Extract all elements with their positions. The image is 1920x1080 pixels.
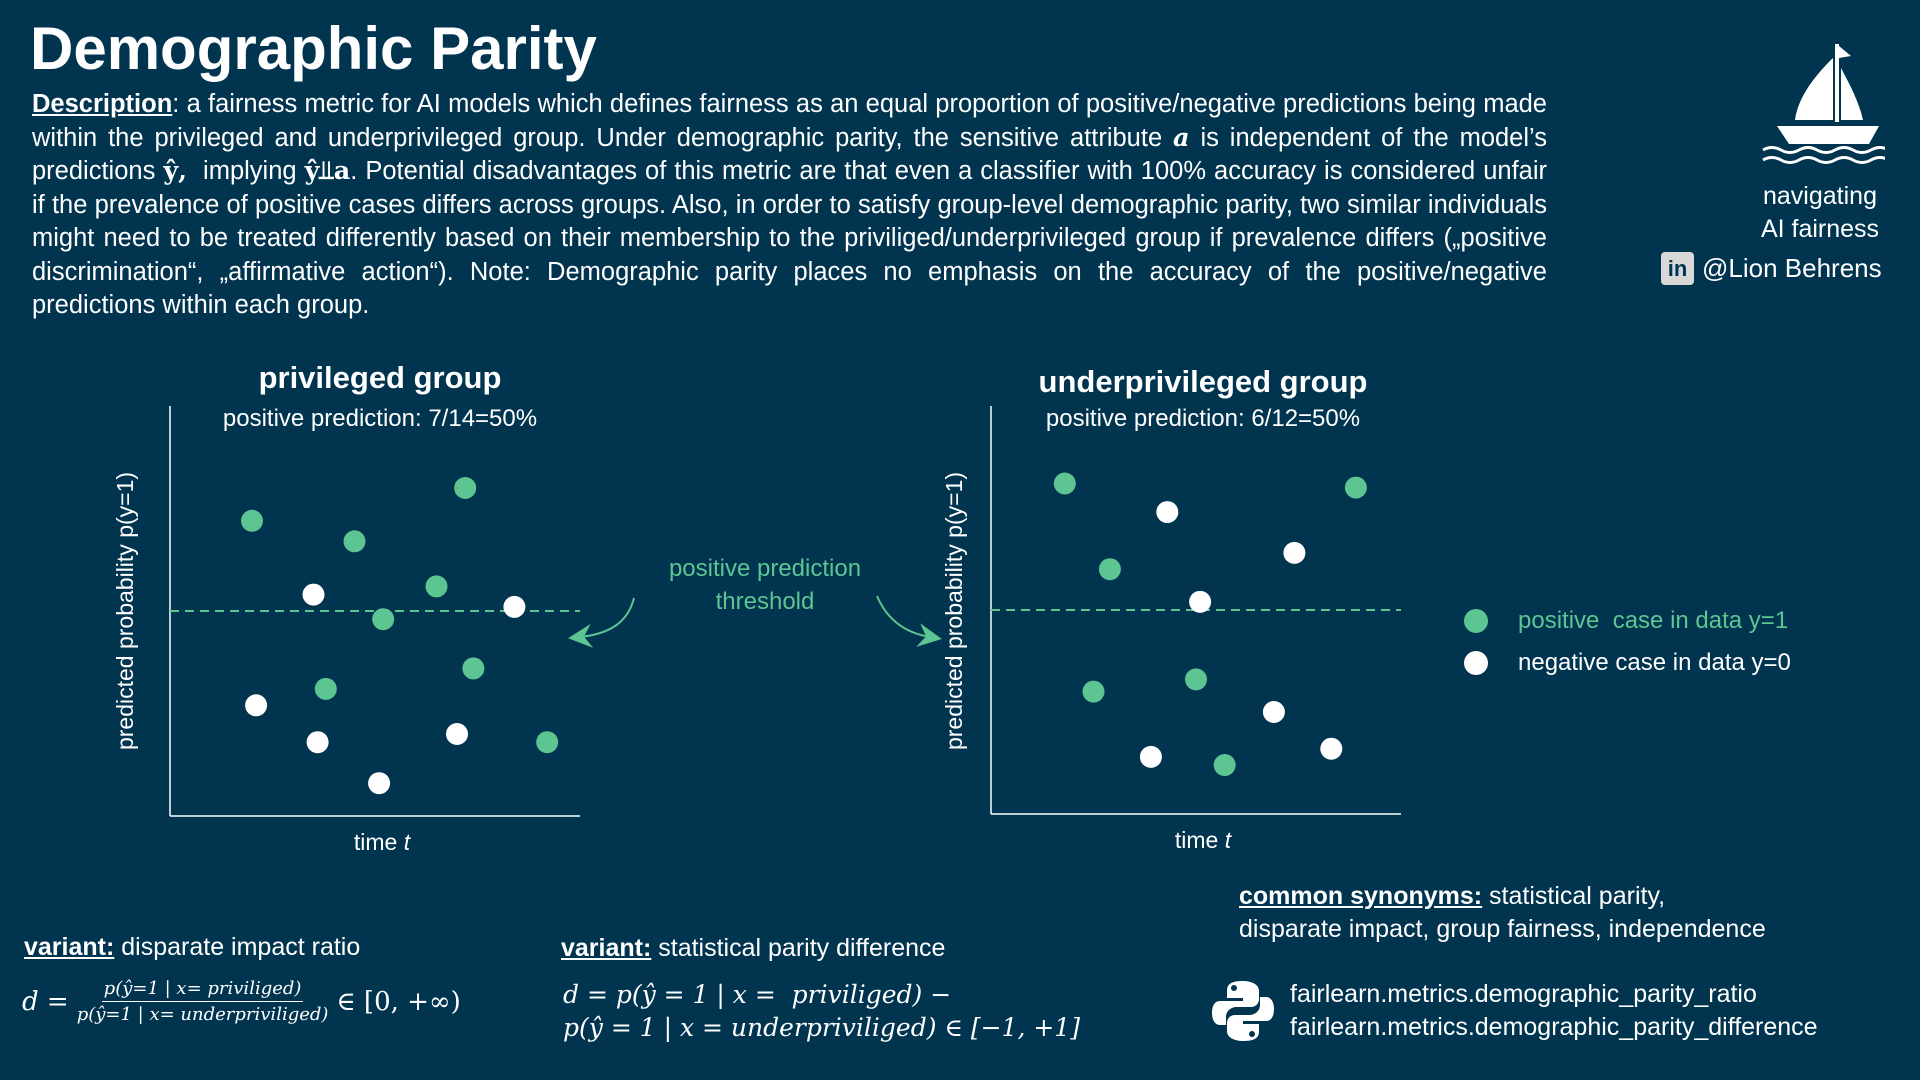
- formula-range: ∈ [0, +∞): [336, 986, 461, 1017]
- variant-label: variant:: [24, 933, 115, 961]
- threshold-label-line-1: positive prediction: [669, 555, 861, 582]
- threshold-arrow-right: [876, 595, 942, 647]
- formula-line-1: d = p(ŷ = 1 | x = priviliged) −: [563, 980, 952, 1009]
- legend-label-negative: negative case in data y=0: [1518, 649, 1791, 676]
- negative-point: [1156, 501, 1179, 524]
- synonyms-line-1: statistical parity,: [1482, 882, 1666, 910]
- positive-point: [1185, 668, 1207, 691]
- brand-line-1: navigating: [1763, 182, 1877, 210]
- negative-point: [503, 595, 526, 618]
- variant-ratio-heading: variant: disparate impact ratio: [24, 933, 360, 962]
- prediction-symbol: ŷ,: [163, 156, 188, 186]
- formula-lhs: d =: [22, 986, 69, 1017]
- positive-point: [454, 477, 477, 499]
- formula-line-2: p(ŷ = 1 | x = underpriviliged) ∈ [−1, +1…: [563, 1013, 1080, 1042]
- sailboat-icon: [1762, 44, 1890, 164]
- legend-item-negative: negative case in data y=0: [1464, 642, 1791, 684]
- legend-item-positive: positive case in data y=1: [1464, 600, 1791, 642]
- description-paragraph: Description: a fairness metric for AI mo…: [32, 88, 1547, 323]
- underprivileged-group-plot: underprivileged group positive prediction…: [941, 364, 1401, 853]
- y-axis-label: predicted probability p(y=1): [941, 472, 967, 750]
- page-title: Demographic Parity: [30, 15, 597, 82]
- threshold-label-line-2: threshold: [716, 588, 815, 615]
- python-icon: [1212, 981, 1274, 1041]
- positive-point: [1098, 558, 1121, 581]
- positive-point: [1213, 754, 1236, 777]
- negative-point: [1320, 737, 1343, 760]
- positive-point: [1344, 476, 1367, 499]
- positive-point: [1082, 680, 1105, 703]
- x-axis-label: time t: [354, 829, 412, 855]
- negative-point: [1189, 590, 1212, 613]
- plot-title: underprivileged group: [1039, 364, 1368, 399]
- brand-line-2: AI fairness: [1760, 215, 1880, 243]
- code-references: fairlearn.metrics.demographic_parity_rat…: [1210, 978, 1818, 1044]
- positive-point: [314, 677, 337, 700]
- negative-dot-icon: [1464, 651, 1488, 675]
- x-axis-label: time t: [1175, 827, 1233, 853]
- difference-formula: d = p(ŷ = 1 | x = priviliged) − p(ŷ = 1 …: [563, 978, 1080, 1044]
- variant-name: statistical parity difference: [651, 934, 946, 962]
- legend-label-positive: positive case in data y=1: [1518, 607, 1789, 634]
- privileged-group-plot: privileged group positive prediction: 7/1…: [112, 360, 580, 855]
- variant-label: variant:: [561, 934, 652, 962]
- variant-name: disparate impact ratio: [114, 933, 361, 961]
- code-line-ratio[interactable]: fairlearn.metrics.demographic_parity_rat…: [1290, 980, 1757, 1008]
- code-line-difference[interactable]: fairlearn.metrics.demographic_parity_dif…: [1290, 1013, 1818, 1041]
- negative-point: [1283, 541, 1306, 564]
- synonyms-label: common synonyms:: [1239, 882, 1483, 910]
- threshold-arrow-left: [568, 597, 635, 648]
- positive-dot-icon: [1464, 609, 1488, 633]
- synonyms-block: common synonyms: statistical parity, dis…: [1239, 880, 1766, 946]
- formula-fraction: p(ŷ=1 | x= priviliged) p(ŷ=1 | x= underp…: [77, 978, 329, 1025]
- plot-subtitle: positive prediction: 6/12=50%: [1046, 405, 1360, 432]
- positive-point: [536, 731, 559, 754]
- description-text: . Potential disadvantages of this metric…: [32, 157, 1548, 319]
- formula-denominator: p(ŷ=1 | x= underpriviliged): [76, 1004, 329, 1025]
- sensitive-attribute-symbol: a: [1173, 122, 1190, 153]
- description-label: Description: [32, 90, 173, 118]
- negative-point: [245, 694, 268, 717]
- independence-symbol: ŷ⫫a: [304, 156, 351, 186]
- formula-numerator: p(ŷ=1 | x= priviliged): [101, 978, 304, 1002]
- plot-subtitle: positive prediction: 7/14=50%: [223, 405, 537, 432]
- negative-point: [446, 723, 468, 745]
- legend: positive case in data y=1 negative case …: [1464, 600, 1791, 684]
- author-name: @Lion Behrens: [1702, 253, 1882, 283]
- description-text: is independent of the model’s prediction…: [32, 123, 1547, 186]
- synonyms-line-2: disparate impact, group fairness, indepe…: [1239, 915, 1766, 943]
- ratio-formula: d = p(ŷ=1 | x= priviliged) p(ŷ=1 | x= un…: [22, 978, 461, 1025]
- positive-point: [372, 608, 395, 631]
- negative-point: [1262, 701, 1285, 723]
- negative-point: [1139, 745, 1162, 768]
- y-axis-label: predicted probability p(y=1): [112, 472, 138, 750]
- positive-point: [1053, 472, 1076, 495]
- author-link[interactable]: in @Lion Behrens: [1661, 252, 1882, 285]
- positive-point: [343, 530, 366, 553]
- negative-point: [368, 772, 391, 795]
- negative-point: [306, 731, 329, 754]
- brand-block: navigating AI fairness: [1740, 40, 1900, 246]
- positive-point: [241, 509, 263, 532]
- positive-point: [462, 657, 485, 680]
- positive-point: [425, 575, 448, 598]
- linkedin-icon: in: [1661, 252, 1694, 285]
- description-text: : a fairness metric for AI models which …: [32, 90, 1547, 152]
- description-text: implying: [187, 157, 305, 185]
- plot-title: privileged group: [259, 360, 502, 395]
- negative-point: [302, 583, 325, 606]
- variant-difference-heading: variant: statistical parity difference: [561, 934, 945, 963]
